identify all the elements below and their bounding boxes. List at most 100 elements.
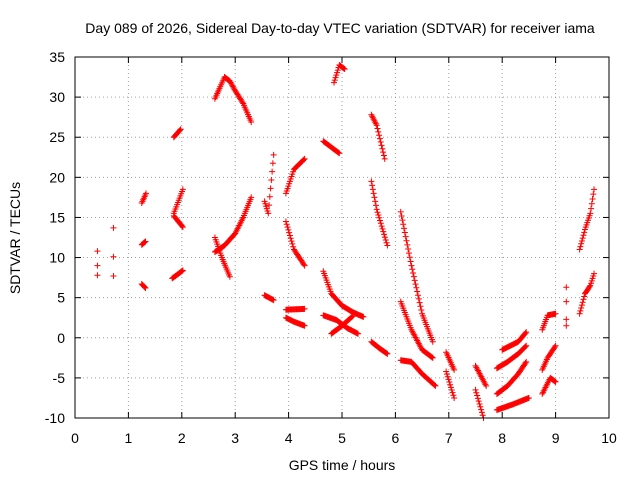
data-point: [380, 149, 387, 156]
y-tick-label: 25: [49, 129, 65, 145]
x-tick-label: 0: [71, 430, 79, 446]
data-point: [141, 284, 148, 291]
data-point: [579, 235, 586, 242]
data-point: [523, 358, 530, 365]
data-point: [563, 322, 570, 329]
data-point: [552, 310, 559, 317]
data-point: [476, 400, 483, 407]
data-point: [267, 185, 274, 192]
data-point: [576, 246, 583, 253]
data-point: [403, 237, 410, 244]
data-point: [377, 139, 384, 146]
data-point: [429, 354, 436, 361]
data-point: [448, 387, 455, 394]
data-point: [415, 295, 422, 302]
data-point: [429, 338, 436, 345]
data-point: [300, 156, 307, 163]
data-point: [551, 378, 558, 385]
data-point: [375, 128, 382, 135]
data-point: [269, 168, 276, 175]
data-point: [333, 72, 340, 79]
data-point: [336, 150, 343, 157]
data-point: [380, 228, 387, 235]
data-point: [301, 305, 308, 312]
data-point: [110, 273, 117, 280]
data-point: [409, 266, 416, 273]
data-point: [373, 122, 380, 129]
data-point: [400, 221, 407, 228]
data-point: [449, 389, 456, 396]
data-point: [341, 66, 348, 73]
data-point: [301, 322, 308, 329]
data-point: [377, 220, 384, 227]
data-point: [142, 285, 149, 292]
data-point: [179, 224, 186, 231]
data-point: [587, 210, 594, 217]
data-point: [376, 132, 383, 139]
data-point: [376, 217, 383, 224]
data-point: [301, 155, 308, 162]
data-point: [379, 225, 386, 232]
data-point: [591, 186, 598, 193]
data-point: [239, 99, 246, 106]
data-point: [334, 67, 341, 74]
data-point: [417, 303, 424, 310]
chart-title: Day 089 of 2026, Sidereal Day-to-day VTE…: [85, 20, 595, 36]
data-point: [270, 151, 277, 158]
data-point: [110, 224, 117, 231]
data-point: [371, 194, 378, 201]
data-point: [416, 299, 423, 306]
data-point: [590, 191, 597, 198]
data-point: [413, 284, 420, 291]
data-point: [563, 316, 570, 323]
data-point: [142, 238, 149, 245]
data-point: [301, 262, 308, 269]
data-point: [406, 254, 413, 261]
data-point: [432, 382, 439, 389]
data-point: [443, 368, 450, 375]
data-point: [472, 386, 479, 393]
data-points: [94, 62, 598, 421]
data-point: [372, 198, 379, 205]
data-point: [477, 403, 484, 410]
data-point: [286, 229, 293, 236]
data-point: [578, 304, 585, 311]
data-point: [266, 202, 273, 209]
data-point: [179, 223, 186, 230]
data-point: [408, 262, 415, 269]
data-point: [265, 210, 272, 217]
data-point: [578, 240, 585, 247]
data-point: [270, 297, 277, 304]
data-point: [378, 142, 385, 149]
data-point: [591, 270, 598, 277]
data-point: [451, 394, 458, 401]
data-point: [374, 209, 381, 216]
data-point: [579, 299, 586, 306]
data-point: [411, 277, 418, 284]
data-point: [578, 302, 585, 309]
data-point: [474, 395, 481, 402]
x-tick-label: 7: [445, 430, 453, 446]
data-point: [451, 366, 458, 373]
data-point: [176, 127, 183, 134]
data-point: [355, 330, 362, 337]
data-point: [412, 281, 419, 288]
data-point: [332, 74, 339, 81]
data-point: [374, 125, 381, 132]
data-point: [552, 378, 559, 385]
data-point: [141, 239, 148, 246]
data-point: [349, 313, 356, 320]
data-point: [285, 226, 292, 233]
data-point: [431, 382, 438, 389]
x-tick-label: 1: [125, 430, 133, 446]
data-point: [384, 242, 391, 249]
data-point: [381, 234, 388, 241]
data-point: [381, 231, 388, 238]
y-tick-label: 35: [49, 49, 65, 65]
data-point: [335, 149, 342, 156]
data-point: [383, 350, 390, 357]
data-point: [269, 160, 276, 167]
data-point: [369, 182, 376, 189]
data-point: [578, 237, 585, 244]
data-point: [405, 246, 412, 253]
